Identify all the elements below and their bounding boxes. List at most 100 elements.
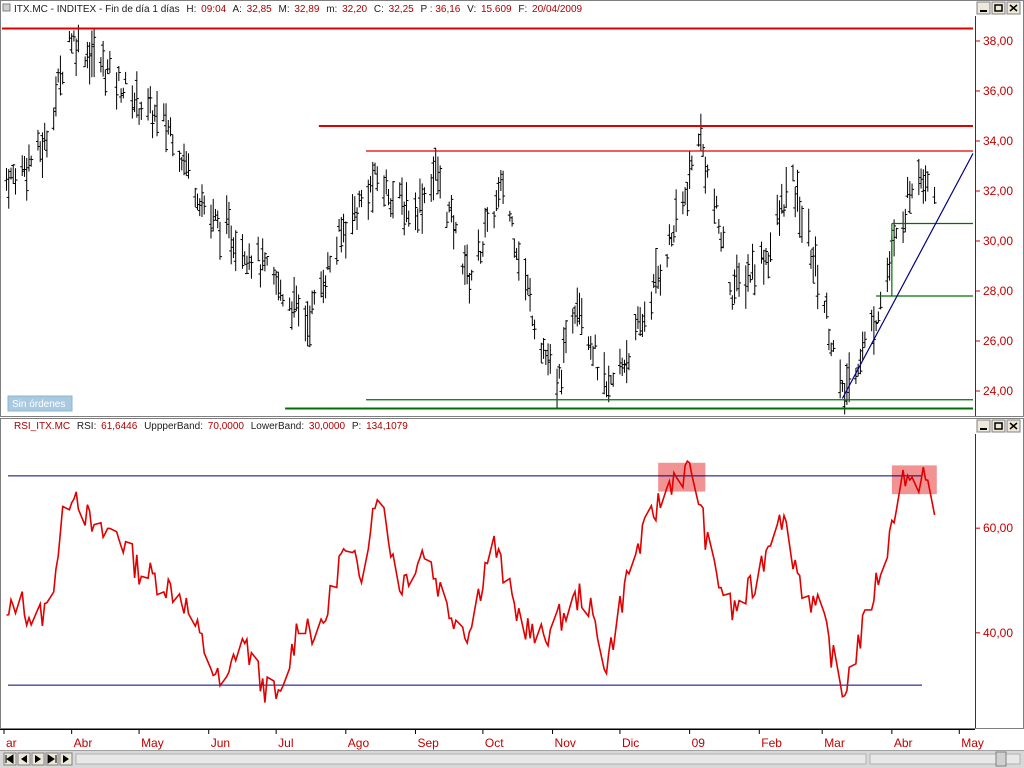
price-bar	[797, 196, 802, 238]
price-bar	[404, 182, 409, 223]
price-bar	[195, 193, 200, 210]
price-bar	[932, 186, 937, 205]
price-bar	[168, 117, 173, 137]
price-bar	[633, 314, 638, 341]
price-bar	[822, 300, 827, 313]
stat-value-m-low: 32,20	[342, 4, 367, 15]
price-bar	[577, 292, 582, 325]
price-bar	[343, 221, 348, 259]
price-bar	[885, 257, 890, 293]
x-tick-label: Feb	[761, 736, 782, 750]
price-bar	[795, 169, 800, 212]
price-bar	[366, 179, 371, 220]
maximize-button[interactable]	[991, 1, 1006, 15]
price-bar	[784, 166, 789, 209]
price-bar	[746, 254, 751, 292]
zoom-slider-thumb[interactable]	[995, 751, 1007, 767]
price-bar	[811, 246, 816, 284]
price-bar	[247, 243, 252, 270]
price-bar	[44, 130, 49, 158]
minimize-button[interactable]	[976, 1, 991, 15]
price-bar	[98, 57, 103, 73]
rsi-maximize-button[interactable]	[991, 419, 1006, 433]
nav-next-button[interactable]	[59, 752, 73, 766]
zoom-slider[interactable]	[869, 751, 1021, 767]
price-bar	[406, 210, 411, 227]
price-bar	[555, 368, 560, 408]
price-bar	[415, 208, 420, 233]
price-bar	[38, 141, 43, 162]
price-bar	[492, 211, 497, 229]
price-bar	[498, 169, 503, 191]
price-bar	[447, 201, 452, 213]
stat-label-v: V:	[467, 4, 476, 15]
price-bar	[716, 218, 721, 234]
price-bar	[901, 211, 906, 244]
price-bar	[435, 156, 440, 195]
price-bar	[334, 236, 339, 265]
price-bar	[656, 265, 661, 289]
rsi-close-button[interactable]	[1006, 419, 1021, 433]
price-bar	[119, 88, 124, 103]
nav-play-button[interactable]	[31, 752, 45, 766]
price-bar	[71, 30, 76, 42]
price-y-axis: 38,00 36,00 34,00 32,00 30,00 28,00 26,00 24,00	[975, 34, 1013, 398]
price-plot-area	[2, 24, 974, 415]
price-bar	[669, 232, 674, 247]
price-bar	[570, 308, 575, 334]
price-bar	[244, 255, 249, 275]
close-button[interactable]	[1006, 1, 1021, 15]
price-bar	[429, 174, 434, 202]
x-tick-label: May	[141, 736, 164, 750]
price-bar	[579, 298, 584, 336]
price-bar	[83, 56, 88, 68]
nav-first-button[interactable]	[3, 752, 17, 766]
rsi-minimize-button[interactable]	[976, 419, 991, 433]
price-bar	[179, 156, 184, 171]
price-bar	[750, 243, 755, 280]
price-bar	[622, 359, 627, 373]
price-bar	[793, 186, 798, 218]
price-bar	[305, 301, 310, 347]
price-bar	[638, 307, 643, 337]
price-panel-title: ITX.MC - INDITEX - Fin de día 1 días	[14, 4, 180, 15]
price-bar	[752, 264, 757, 296]
price-bar	[640, 313, 645, 338]
price-bar	[624, 340, 629, 384]
rsi-ytick-label: 40,00	[983, 626, 1013, 640]
price-bar	[182, 143, 187, 176]
horizontal-scrollbar[interactable]	[75, 753, 867, 765]
price-bar	[280, 294, 285, 307]
stat-value-m-high: 32,89	[294, 4, 319, 15]
price-bar	[101, 40, 106, 77]
price-bar	[559, 369, 564, 395]
price-bar	[375, 166, 380, 192]
price-bar	[449, 195, 454, 223]
price-bar	[114, 72, 119, 110]
price-bar	[92, 29, 97, 78]
x-tick-label: Dic	[622, 736, 639, 750]
price-bar	[779, 183, 784, 214]
price-bar	[384, 169, 389, 195]
svg-text:ITX.MC - INDITEX - Fin de día: ITX.MC - INDITEX - Fin de día 1 días H: …	[14, 4, 583, 15]
price-bar	[139, 101, 144, 120]
price-bar	[530, 315, 535, 327]
price-bar	[494, 190, 499, 212]
stat-value-f: 20/04/2009	[532, 4, 582, 15]
price-bar	[265, 255, 270, 266]
price-bar	[840, 380, 845, 392]
price-ytick-label: 32,00	[983, 184, 1013, 198]
nav-prev-button[interactable]	[17, 752, 31, 766]
price-bar	[292, 277, 297, 318]
price-bar	[422, 187, 427, 204]
price-bar	[507, 210, 512, 222]
price-bar	[658, 264, 663, 296]
price-bar	[359, 189, 364, 208]
price-bar	[8, 167, 13, 180]
price-bar	[177, 150, 182, 172]
rsi-panel-title: RSI_ITX.MC	[14, 421, 70, 432]
nav-last-button[interactable]	[45, 752, 59, 766]
rsi-y-axis: 60,00 40,00	[975, 521, 1013, 640]
panel-icon	[2, 3, 11, 12]
price-bar	[910, 183, 915, 199]
